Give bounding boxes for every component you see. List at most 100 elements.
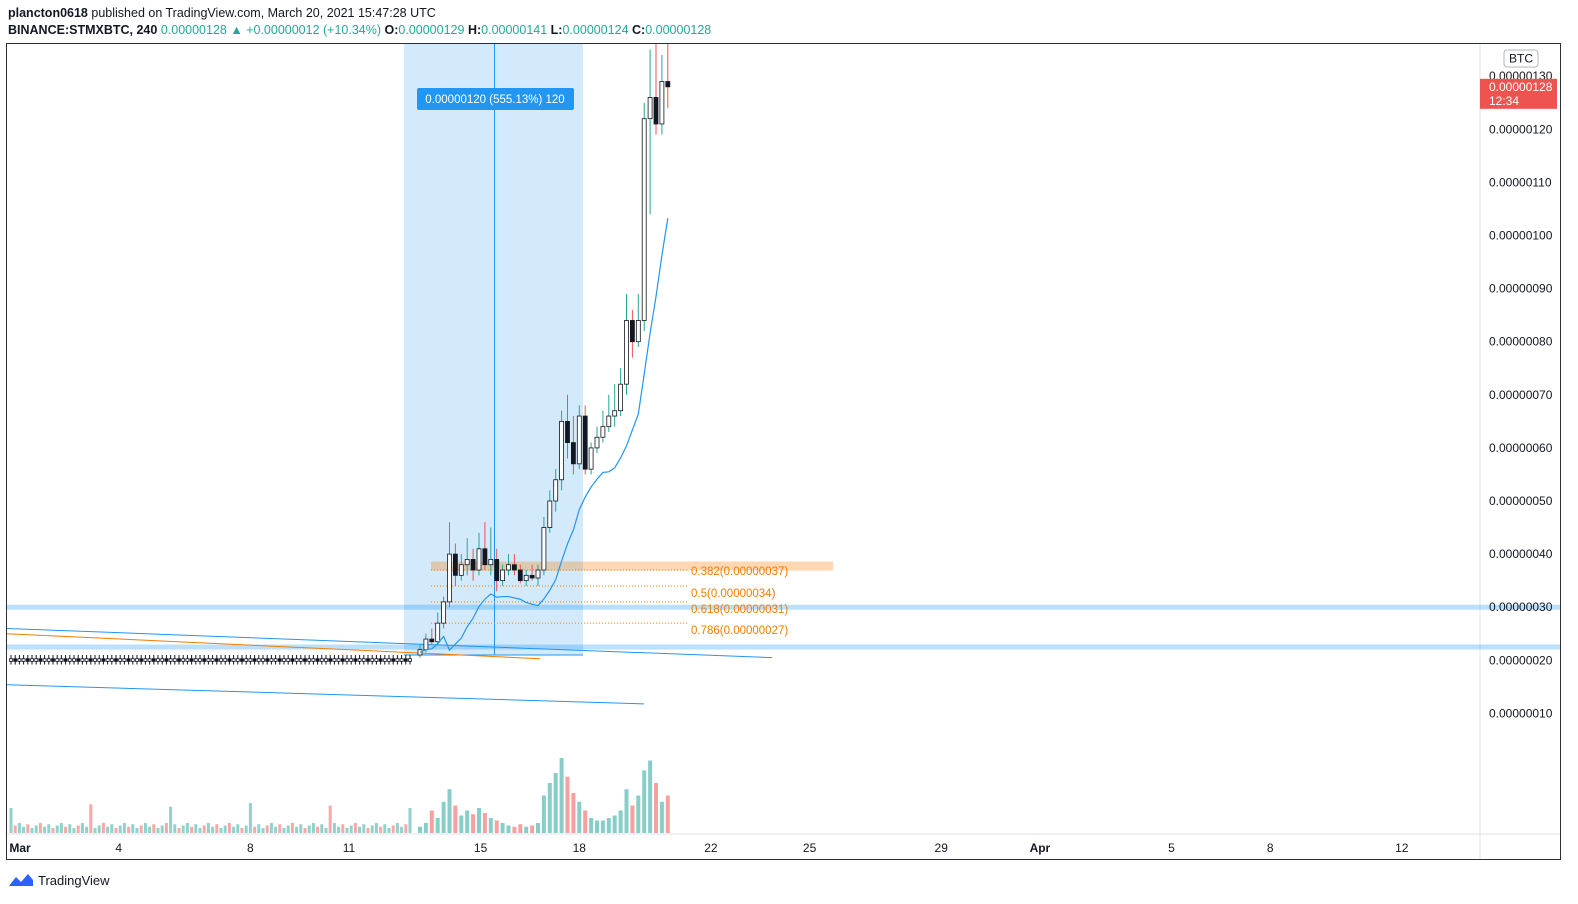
published-text: published on TradingView.com, March 20, … [91, 6, 436, 20]
countdown-label: 12:34 [1489, 94, 1519, 108]
volume-bar [286, 825, 290, 833]
open-label: O: [384, 23, 399, 37]
volume-bar [518, 824, 523, 833]
volume-bar [38, 823, 42, 833]
x-tick-label: 25 [803, 841, 817, 855]
candle-body [576, 415, 582, 465]
volume-bar [106, 826, 110, 833]
x-tick-label: Apr [1030, 841, 1051, 855]
y-tick-label: 0.00000080 [1489, 335, 1553, 349]
candle-body [399, 658, 404, 662]
volume-bar [55, 825, 59, 833]
candle-body [42, 658, 47, 662]
volume-bar [190, 826, 194, 833]
volume-bar [13, 825, 17, 833]
x-tick-label: 5 [1168, 841, 1175, 855]
volume-bar [429, 810, 434, 833]
candle-body [332, 658, 337, 662]
volume-bar [465, 810, 470, 833]
candle-body [143, 658, 148, 662]
candle-body [248, 658, 253, 662]
volume-bar [198, 828, 202, 833]
candle-body [523, 574, 529, 582]
volume-bar [131, 824, 135, 833]
volume-bar [636, 795, 641, 833]
candle-body [494, 559, 500, 582]
volume-bar [164, 823, 168, 833]
price-chart[interactable]: 0.00000120 (555.13%) 120 0.382(0.00000037… [7, 44, 1560, 859]
volume-bar [337, 826, 341, 833]
volume-bar [206, 823, 210, 833]
candle-body [395, 658, 400, 662]
candle-body [63, 658, 68, 662]
volume-bar [72, 828, 76, 833]
volume-bar [177, 828, 181, 833]
candle-body [366, 658, 370, 662]
candle-body [378, 658, 383, 662]
volume-bar [244, 825, 248, 833]
volume-bar [269, 823, 273, 833]
volume-bar [345, 828, 349, 833]
volume-bar [370, 825, 374, 833]
volume-bar [589, 818, 594, 833]
candle-body [588, 447, 594, 470]
x-tick-label: Mar [9, 841, 31, 855]
support-band-2 [7, 644, 1560, 650]
y-tick-label: 0.00000030 [1489, 600, 1553, 614]
volume-bar [358, 826, 362, 833]
candle-body [511, 564, 517, 571]
candle-body [429, 638, 435, 643]
volume-bar [34, 825, 38, 833]
candle-body [126, 658, 131, 662]
candle-body [665, 81, 671, 88]
volume-bar [295, 826, 299, 833]
candle-body [618, 383, 623, 412]
candle-body [97, 658, 102, 662]
volume-bar [274, 826, 278, 833]
volume-bar [135, 828, 139, 833]
volume-bar [290, 823, 294, 833]
candle-body [594, 436, 600, 449]
candle-body [506, 564, 511, 571]
candle-body [46, 658, 51, 662]
trendline-lower [7, 684, 645, 705]
y-tick-label: 0.00000020 [1489, 653, 1553, 667]
candle-body [340, 658, 345, 662]
candle-body [282, 658, 286, 662]
y-tick-label: 0.00000110 [1489, 175, 1552, 189]
currency-badge [1503, 49, 1539, 68]
candle-body [210, 658, 215, 662]
candle-body [84, 658, 89, 662]
candle-body [565, 420, 570, 443]
candle-body [612, 410, 618, 417]
x-tick-label: 15 [474, 841, 488, 855]
last-price: 0.00000128 [160, 23, 227, 37]
volume-bar [332, 823, 336, 833]
volume-bar [85, 826, 89, 833]
volume-bar [51, 828, 55, 833]
candle-body [423, 638, 429, 651]
volume-bar [583, 810, 588, 833]
x-tick-label: 18 [573, 841, 587, 855]
candle-body [223, 658, 228, 662]
candle-body [374, 658, 379, 662]
candle-body [147, 658, 152, 662]
candle-body [9, 658, 13, 662]
author-name[interactable]: plancton0618 [8, 6, 88, 20]
candle-body [72, 658, 76, 662]
volume-bar [223, 825, 227, 833]
volume-bar [64, 826, 68, 833]
footer-brand[interactable]: TradingView [8, 871, 110, 889]
volume-bar [447, 789, 452, 833]
candle-body [76, 658, 81, 662]
candle-body [34, 658, 39, 662]
volume-bar [30, 828, 34, 833]
fib-level-label-0: 0.382(0.00000037) [691, 566, 788, 578]
volume-bar [93, 828, 97, 833]
volume-bar [349, 825, 353, 833]
candle-body [164, 658, 169, 662]
volume-bar [423, 823, 428, 833]
candle-body [349, 658, 354, 662]
volume-bar [211, 826, 215, 833]
candle-body [235, 658, 240, 662]
